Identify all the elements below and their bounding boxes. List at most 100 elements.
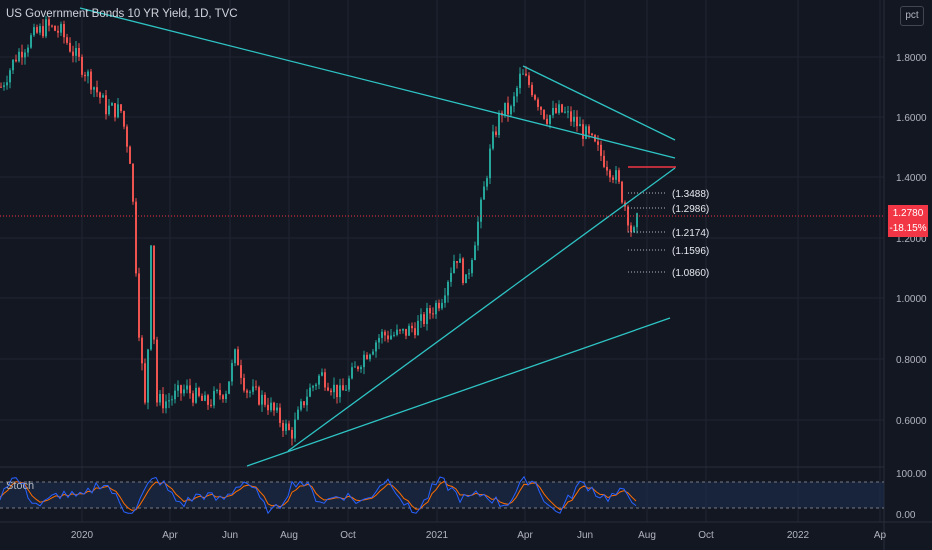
trendline-descending[interactable] (79, 7, 676, 159)
trendline-ascending-support[interactable] (287, 167, 676, 452)
candle-body (384, 331, 386, 336)
candle-body (294, 419, 296, 439)
candle-body (90, 71, 92, 90)
time-axis-label: Aug (638, 530, 656, 541)
candle-body (534, 95, 536, 100)
indicator-label: Stoch (6, 480, 35, 492)
candle-body (168, 400, 170, 402)
candle-body (576, 116, 578, 127)
candle-body (87, 71, 89, 77)
candle-body (135, 201, 137, 274)
candle-body (72, 51, 74, 56)
price-axis-label: 1.6000 (896, 113, 927, 124)
candle-body (507, 102, 509, 115)
candle-body (234, 349, 236, 364)
candle-body (192, 393, 194, 403)
candle-body (105, 95, 107, 115)
candle-body (282, 422, 284, 431)
trendline-upper-wedge[interactable] (522, 65, 676, 141)
candle-body (264, 394, 266, 405)
time-axis-label: Jun (222, 530, 238, 541)
candle-body (207, 395, 209, 405)
time-axis-label: Apr (517, 530, 533, 541)
candle-body (246, 390, 248, 393)
candle-body (6, 82, 8, 86)
candle-body (306, 396, 308, 406)
candle-body (414, 328, 416, 336)
candle-body (492, 131, 494, 149)
candle-body (126, 126, 128, 147)
candle-body (345, 389, 347, 391)
candle-body (480, 199, 482, 222)
candle-body (138, 273, 140, 338)
candle-body (417, 320, 419, 336)
candle-body (273, 402, 275, 411)
stoch-d-line (0, 480, 637, 511)
trendline-lower-channel[interactable] (246, 317, 671, 467)
candle-body (444, 295, 446, 303)
candle-body (426, 308, 428, 324)
candle-body (435, 302, 437, 315)
candle-body (195, 387, 197, 403)
candle-body (450, 272, 452, 282)
candle-body (114, 103, 116, 118)
candle-body (585, 126, 587, 139)
candle-body (27, 47, 29, 53)
candle-body (339, 385, 341, 398)
candle-body (66, 37, 68, 43)
candle-body (438, 302, 440, 309)
candle-body (351, 367, 353, 379)
candle-body (375, 342, 377, 352)
candle-body (378, 337, 380, 343)
time-axis-label: Aug (280, 530, 298, 541)
candle-body (252, 386, 254, 392)
candle-body (120, 104, 122, 112)
candle-body (303, 401, 305, 406)
candle-body (372, 351, 374, 355)
candle-body (81, 56, 83, 75)
candle-body (285, 423, 287, 431)
candle-body (324, 372, 326, 388)
price-axis-label: 1.2000 (896, 234, 927, 245)
candle-body (342, 385, 344, 391)
candle-body (63, 24, 65, 38)
candle-body (429, 308, 431, 314)
candle-body (123, 111, 125, 127)
candle-body (600, 144, 602, 156)
candle-body (354, 366, 356, 368)
candle-body (222, 395, 224, 400)
candle-body (366, 354, 368, 360)
candle-body (42, 26, 44, 37)
candle-body (618, 170, 620, 182)
candle-body (393, 334, 395, 336)
candle-body (261, 394, 263, 405)
candle-body (405, 328, 407, 336)
candle-body (477, 221, 479, 246)
candle-body (219, 390, 221, 396)
fib-level-label: (1.2986) (672, 204, 709, 215)
candle-body (336, 384, 338, 398)
time-axis-label: Ap (874, 530, 887, 541)
current-change: -18.15% (889, 223, 927, 234)
price-axis-label: 1.4000 (896, 173, 927, 184)
candle-body (210, 404, 212, 406)
candle-body (567, 111, 569, 113)
candle-body (522, 73, 524, 75)
candle-body (603, 155, 605, 167)
candle-body (45, 19, 47, 37)
candle-body (141, 337, 143, 364)
candle-body (402, 328, 404, 331)
candle-body (606, 166, 608, 171)
candle-body (327, 387, 329, 391)
candle-body (189, 385, 191, 394)
percent-scale-button[interactable]: pct (900, 6, 924, 26)
candle-body (609, 170, 611, 178)
candle-body (615, 170, 617, 180)
candle-body (504, 102, 506, 116)
candle-body (513, 96, 515, 107)
candle-body (84, 74, 86, 77)
candle-body (360, 367, 362, 370)
candle-body (540, 106, 542, 110)
stoch-band (0, 482, 884, 508)
